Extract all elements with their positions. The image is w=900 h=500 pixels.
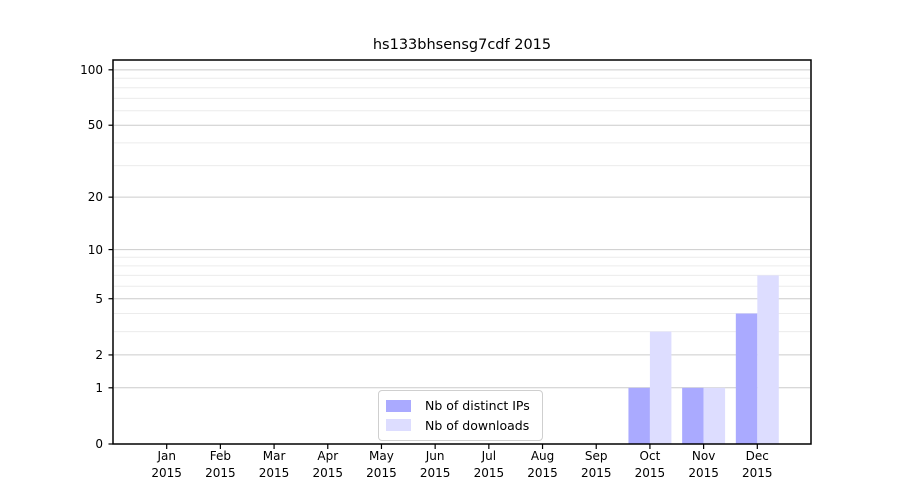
x-axis-tick-label: Jun 2015 (419, 449, 451, 480)
y-axis-tick-label: 2 (95, 347, 103, 362)
legend-label-downloads: Nb of downloads (425, 417, 530, 433)
bar-distinct-ips (628, 387, 650, 444)
bar-downloads (649, 331, 672, 444)
x-axis-tick-label: Nov 2015 (688, 449, 719, 480)
x-axis-tick-label: Oct 2015 (634, 449, 666, 480)
legend-row-distinct-ips: Nb of distinct IPs (386, 396, 530, 416)
x-axis-tick-label: Aug 2015 (527, 449, 558, 480)
legend-row-downloads: Nb of downloads (386, 416, 530, 436)
legend-label-distinct-ips: Nb of distinct IPs (425, 398, 530, 414)
bar-downloads (703, 387, 726, 444)
bar-distinct-ips (735, 313, 758, 444)
x-axis-tick-label: Sep 2015 (580, 449, 612, 480)
y-axis-tick-label: 50 (87, 118, 103, 133)
y-axis-tick-label: 100 (80, 62, 103, 77)
x-axis-tick-label: Jan 2015 (151, 449, 182, 480)
legend-swatch-distinct-ips-icon (386, 399, 411, 412)
legend-swatch-downloads-icon (386, 419, 411, 432)
y-axis-tick-label: 1 (95, 380, 103, 395)
x-axis-tick-label: Apr 2015 (312, 449, 344, 480)
bar-downloads (757, 275, 779, 444)
y-axis-tick-label: 20 (87, 190, 103, 205)
y-axis-tick-label: 5 (95, 291, 103, 306)
y-axis-tick-label: 10 (87, 242, 103, 257)
bar-distinct-ips (682, 387, 704, 444)
plot-frame (112, 59, 812, 445)
x-axis-tick-label: Mar 2015 (258, 449, 290, 480)
x-axis-tick-label: Feb 2015 (205, 449, 236, 480)
chart-title: hs133bhsensg7cdf 2015 (372, 37, 552, 53)
y-axis-tick-label: 0 (95, 437, 103, 451)
legend: Nb of distinct IPs Nb of downloads (378, 390, 543, 441)
x-axis-tick-label: Jul 2015 (473, 449, 505, 480)
x-axis-tick-label: May 2015 (366, 449, 397, 480)
x-axis-tick-label: Dec 2015 (742, 449, 773, 480)
